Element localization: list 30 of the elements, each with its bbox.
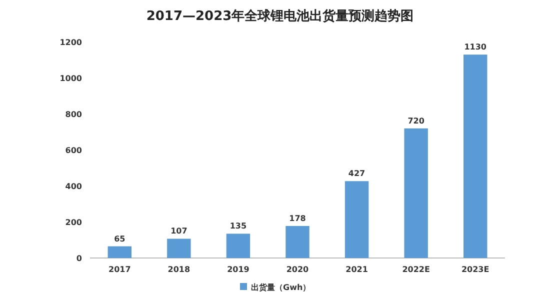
- bar: [286, 226, 310, 258]
- y-tick-label: 1200: [60, 38, 82, 47]
- y-tick-label: 1000: [60, 74, 82, 83]
- x-tick-label: 2019: [227, 265, 250, 274]
- y-tick-label: 600: [65, 146, 82, 155]
- bar: [344, 181, 369, 258]
- data-label: 107: [170, 226, 188, 236]
- data-label: 135: [230, 222, 247, 231]
- data-label: 1130: [464, 42, 487, 52]
- bar: [226, 234, 250, 258]
- x-tick-label: 2018: [168, 265, 190, 274]
- x-tick-label: 2023E: [461, 265, 490, 274]
- y-tick-label: 200: [65, 218, 82, 227]
- x-tick-label: 2021: [346, 265, 368, 274]
- legend-label: 出货量（Gwh）: [251, 283, 311, 292]
- y-tick-label: 800: [65, 110, 82, 119]
- data-label: 178: [289, 214, 306, 223]
- bar: [404, 128, 428, 258]
- bar: [464, 54, 488, 258]
- y-tick-label: 400: [65, 182, 82, 191]
- data-label: 65: [114, 234, 126, 244]
- y-tick-label: 0: [76, 254, 82, 263]
- bar: [108, 246, 132, 258]
- data-label: 427: [348, 169, 366, 178]
- x-tick-label: 2020: [286, 265, 310, 274]
- chart-title: 2017—2023年全球锂电池出货量预测趋势图: [146, 8, 414, 24]
- data-label: 720: [408, 116, 425, 126]
- bar: [167, 238, 191, 258]
- x-tick-label: 2017: [108, 265, 131, 274]
- x-tick-label: 2022E: [402, 265, 430, 274]
